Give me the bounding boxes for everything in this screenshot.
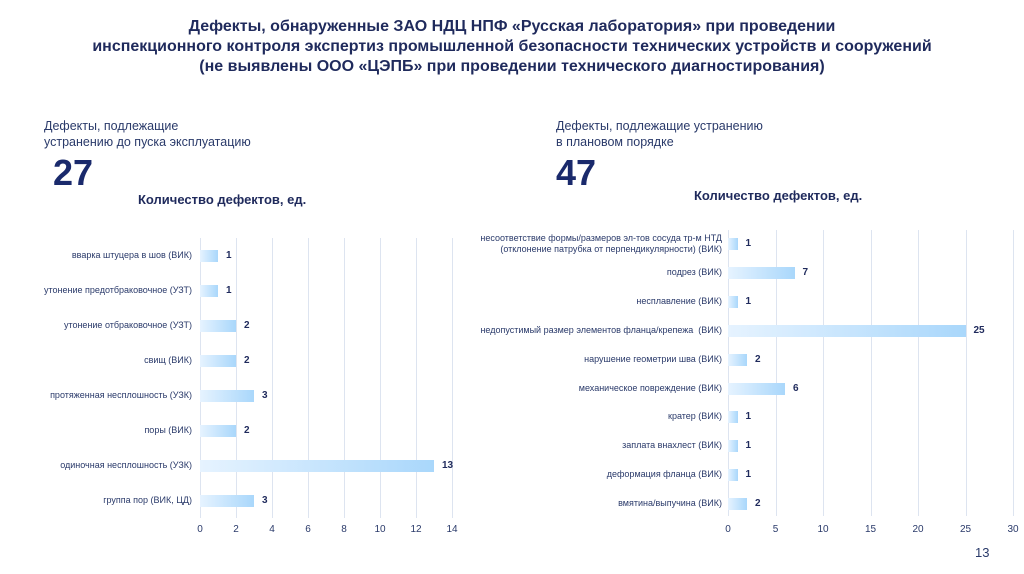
category-label: несоответствие формы/размеров эл-тов сос… <box>480 232 722 254</box>
title-line: инспекционного контроля экспертиз промыш… <box>92 38 932 55</box>
data-label: 2 <box>755 353 761 365</box>
data-label: 1 <box>745 469 752 481</box>
data-label: 1 <box>226 250 232 261</box>
page-number: 13 <box>975 545 990 560</box>
gridline <box>775 230 777 516</box>
data-label: 2 <box>244 320 250 331</box>
left-chart-title: Количество дефектов, ед. <box>138 192 307 207</box>
category-label: нарушение геометрии шва (ВИК) <box>584 353 722 364</box>
data-label: 25 <box>973 324 985 336</box>
category-label: механическое повреждение (ВИК) <box>578 382 722 393</box>
gridline <box>965 230 967 516</box>
gridline <box>200 238 201 518</box>
bar <box>728 295 738 308</box>
category-label: вмятина/выпучина (ВИК) <box>618 498 722 509</box>
subtitle-line: устранению до пуска эксплуатацию <box>44 135 251 149</box>
category-label: недопустимый размер элементов фланца/кре… <box>480 324 722 335</box>
category-label: группа пор (ВИК, ЦД) <box>103 495 192 505</box>
bar <box>200 250 218 262</box>
title-line: (не выявлены ООО «ЦЭПБ» при проведении т… <box>199 58 825 75</box>
category-label: несплавление (ВИК) <box>636 295 722 306</box>
gridline <box>728 230 729 516</box>
x-tick-label: 14 <box>446 524 458 535</box>
data-label: 3 <box>262 390 268 401</box>
data-label: 1 <box>745 238 752 249</box>
left-total: 27 <box>53 152 94 193</box>
bar <box>728 411 738 424</box>
x-tick-label: 2 <box>233 524 239 535</box>
x-tick-label: 10 <box>374 524 386 535</box>
x-tick-label: 25 <box>959 524 972 535</box>
bar <box>200 390 254 402</box>
gridline <box>236 238 237 518</box>
category-label: кратер (ВИК) <box>668 411 722 422</box>
subtitle-line: Дефекты, подлежащие <box>44 119 179 133</box>
slide-title: Дефекты, обнаруженные ЗАО НДЦ НПФ «Русск… <box>0 17 1024 77</box>
bar <box>728 498 747 511</box>
category-label: поры (ВИК) <box>144 425 192 435</box>
gridline <box>452 238 453 518</box>
category-label: вварка штуцера в шов (ВИК) <box>71 250 192 260</box>
data-label: 1 <box>745 411 752 423</box>
category-label: утонение отбраковочное (УЗТ) <box>63 320 192 330</box>
gridline <box>823 230 824 516</box>
bar <box>728 440 738 453</box>
x-tick-label: 8 <box>341 524 347 535</box>
x-tick-label: 5 <box>772 524 779 535</box>
x-tick-label: 30 <box>1007 524 1019 535</box>
gridline <box>918 230 919 516</box>
category-label: заплата внахлест (ВИК) <box>622 440 722 451</box>
right-subtitle: Дефекты, подлежащие устранению в планово… <box>556 118 763 150</box>
data-label: 13 <box>442 460 454 471</box>
left-subtitle: Дефекты, подлежащие устранению до пуска … <box>44 118 251 150</box>
subtitle-line: Дефекты, подлежащие устранению <box>556 119 763 133</box>
category-label: деформация фланца (ВИК) <box>606 469 722 480</box>
bar <box>200 355 236 367</box>
category-label: подрез (ВИК) <box>666 266 722 277</box>
gridline <box>344 238 345 518</box>
title-line: Дефекты, обнаруженные ЗАО НДЦ НПФ «Русск… <box>188 18 836 35</box>
gridline <box>416 238 417 518</box>
bar <box>728 266 795 279</box>
x-tick-label: 6 <box>305 524 311 535</box>
bar <box>728 238 738 250</box>
gridline <box>1013 230 1014 516</box>
gridline <box>308 238 309 518</box>
bar <box>200 320 236 332</box>
gridline <box>870 230 872 516</box>
bar <box>728 469 738 482</box>
category-label: одиночная несплошность (УЗК) <box>60 460 192 470</box>
data-label: 6 <box>793 382 799 394</box>
x-tick-label: 0 <box>725 524 731 535</box>
x-tick-label: 0 <box>197 524 203 535</box>
data-label: 2 <box>244 425 250 436</box>
right-total: 47 <box>556 152 597 193</box>
data-label: 1 <box>226 285 232 296</box>
bar <box>728 324 966 337</box>
data-label: 1 <box>745 440 752 452</box>
data-label: 2 <box>755 498 761 510</box>
bar <box>200 285 218 297</box>
x-tick-label: 20 <box>912 524 924 535</box>
subtitle-line: в плановом порядке <box>556 135 674 149</box>
gridline <box>272 238 273 518</box>
data-label: 2 <box>244 355 250 366</box>
data-label: 7 <box>802 266 809 278</box>
category-label: свищ (ВИК) <box>144 355 192 365</box>
bar <box>200 460 434 472</box>
x-tick-label: 15 <box>864 524 877 535</box>
right-chart-title: Количество дефектов, ед. <box>694 188 863 203</box>
gridline <box>380 238 381 518</box>
data-label: 3 <box>262 495 268 506</box>
data-label: 1 <box>745 295 752 307</box>
x-tick-label: 12 <box>410 524 422 535</box>
x-tick-label: 10 <box>817 524 829 535</box>
bar <box>728 353 747 366</box>
bar <box>200 425 236 437</box>
bar <box>200 495 254 507</box>
bar <box>728 382 785 395</box>
category-label: протяженная несплошность (УЗК) <box>50 390 192 400</box>
category-label: утонение предотбраковочное (УЗТ) <box>44 285 192 295</box>
x-tick-label: 4 <box>269 524 275 535</box>
